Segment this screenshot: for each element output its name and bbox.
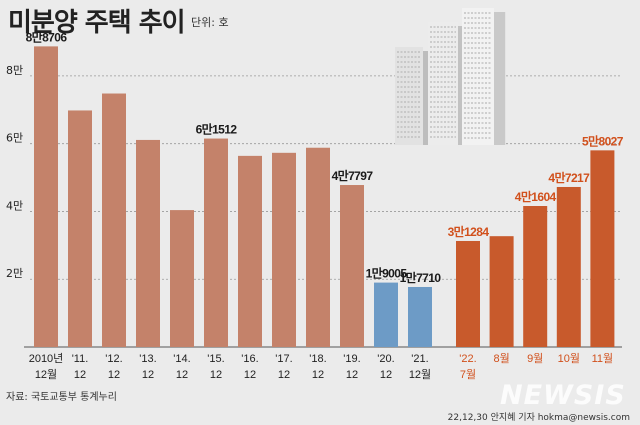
bar	[136, 139, 160, 347]
x-tick-label-line2: 12	[108, 369, 120, 381]
bar-value-label: 6만1512	[196, 122, 238, 137]
x-tick-label: 11월	[592, 352, 614, 365]
x-tick-label: '21.	[411, 353, 428, 365]
x-tick-label-line2: 12	[244, 369, 256, 381]
bar	[408, 286, 432, 347]
building-icon	[395, 47, 423, 145]
x-tick-label-line2: 12	[380, 369, 392, 381]
x-tick-label: '15.	[207, 353, 224, 365]
bar	[489, 236, 514, 347]
x-tick-label-line2: 12	[278, 369, 290, 381]
building-icon	[462, 8, 494, 145]
bar-value-label: 1만7710	[400, 270, 442, 285]
credit-line: 22,12,30 안지혜 기자 hokma@newsis.com	[447, 413, 630, 423]
x-tick-label: 8월	[493, 352, 509, 365]
bar-value-label: 1만9005	[366, 266, 408, 281]
x-tick-label: '14.	[173, 353, 190, 365]
bar	[340, 185, 364, 347]
newsis-logo: NEWSIS	[500, 380, 626, 411]
y-tick-label: 8만	[6, 64, 23, 77]
bar	[523, 206, 548, 347]
y-tick-label: 4만	[6, 199, 23, 212]
bar	[590, 150, 615, 347]
x-tick-label-line2: 12월	[409, 368, 431, 381]
x-tick-label: '20.	[377, 353, 394, 365]
bar	[204, 138, 228, 347]
x-tick-label: '12.	[105, 353, 122, 365]
bar	[272, 152, 296, 347]
bar	[170, 210, 194, 347]
bar-value-label: 4만1604	[515, 189, 557, 204]
x-tick-label: '16.	[241, 353, 258, 365]
building-side-icon	[494, 12, 506, 145]
x-tick-label-line2: 12	[176, 369, 188, 381]
x-tick-label: '13.	[139, 353, 156, 365]
building-icon	[428, 22, 458, 145]
x-axis: 2010년 12월 '11. 12 '12. 12 '13. 12 '14. 12 '15. 12 '1…	[29, 352, 613, 381]
chart-title: 미분양 주택 추이	[8, 8, 186, 38]
apartment-buildings-icon	[395, 8, 506, 145]
building-side-icon	[423, 51, 433, 145]
bar	[456, 240, 480, 347]
x-tick-label-line2: 12	[312, 369, 324, 381]
bar	[556, 186, 581, 347]
x-tick-label-line2: 12월	[35, 368, 57, 381]
y-tick-label: 6만	[6, 132, 23, 145]
x-tick-label-line2: 12	[74, 369, 86, 381]
bar-value-label: 5만8027	[582, 133, 624, 148]
x-tick-label: '19.	[343, 353, 360, 365]
x-tick-label-line2: 12	[210, 369, 222, 381]
x-tick-label: '18.	[309, 353, 326, 365]
x-tick-label: 9월	[527, 352, 543, 365]
y-tick-label: 2만	[6, 267, 23, 280]
x-tick-label-line2: 7월	[460, 368, 476, 381]
bar	[238, 155, 262, 347]
source-note: 자료: 국토교통부 통계누리	[6, 392, 117, 403]
x-tick-label-line2: 12	[346, 369, 358, 381]
bar-value-label: 4만7217	[548, 170, 590, 185]
x-tick-label-line2: 12	[142, 369, 154, 381]
unit-label: 단위: 호	[191, 16, 229, 29]
x-tick-label: '17.	[275, 353, 292, 365]
bar	[68, 110, 92, 347]
bar-value-label: 8만8706	[26, 29, 68, 44]
bars	[34, 46, 615, 347]
x-tick-label: '11.	[72, 353, 89, 365]
bar-value-label: 4만7797	[332, 168, 374, 183]
bar-value-label: 3만1284	[448, 224, 490, 239]
x-tick-label: '22.	[459, 353, 476, 365]
bar	[34, 46, 58, 347]
bar	[374, 282, 398, 347]
bar	[306, 147, 330, 347]
x-tick-label: 2010년	[29, 352, 64, 365]
bar	[102, 93, 126, 347]
x-tick-label: 10월	[558, 352, 580, 365]
